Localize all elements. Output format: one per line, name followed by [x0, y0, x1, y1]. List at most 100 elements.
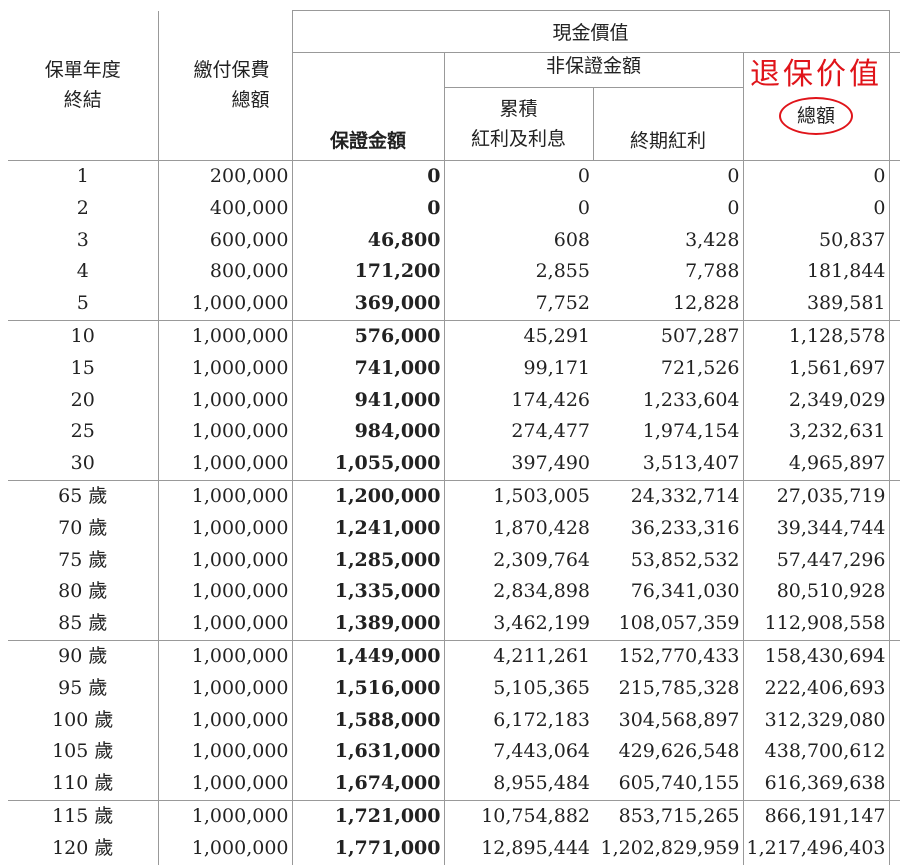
guaranteed-cell: 46,800	[292, 224, 445, 257]
terminal-bonus-cell: 76,341,030	[593, 576, 744, 609]
policy-year-cell: 10	[8, 319, 159, 353]
terminal-bonus-cell: 507,287	[593, 319, 744, 353]
guaranteed-cell: 1,335,000	[292, 576, 445, 609]
guaranteed-cell: 576,000	[292, 319, 445, 353]
guaranteed-cell: 1,200,000	[292, 479, 445, 513]
terminal-bonus-cell: 53,852,532	[593, 544, 744, 577]
accumulated-cell: 2,855	[535, 260, 590, 283]
table-row: 15 1,000,000 741,000 99,171 721,526 1,561,697	[8, 352, 900, 385]
terminal-bonus-cell: 7,788	[593, 256, 744, 289]
total-cell: 0	[742, 192, 890, 225]
accumulated-cell: 1,870,428	[493, 516, 590, 539]
terminal-bonus-cell: 853,715,265	[593, 799, 744, 833]
premium-cell: 1,000,000	[158, 448, 293, 481]
premium-cell: 400,000	[158, 192, 293, 225]
table-row: 115 歲 1,000,000 1,721,000 10,754,882 853,715…	[8, 799, 900, 833]
terminal-bonus-cell: 12,828	[593, 288, 744, 321]
policy-year-cell: 115 歲	[8, 799, 159, 833]
table-row: 20 1,000,000 941,000 174,426 1,233,604 2,349,…	[8, 384, 900, 417]
guaranteed-amount-header: 保證金額	[292, 52, 445, 161]
terminal-bonus-header: 終期紅利	[593, 88, 743, 161]
terminal-bonus-cell: 304,568,897	[593, 704, 744, 737]
total-cell: 39,344,744	[742, 512, 890, 545]
policy-year-cell: 20	[8, 384, 159, 417]
policy-year-cell: 120 歲	[8, 832, 159, 865]
policy-year-cell: 85 歲	[8, 608, 159, 641]
terminal-bonus-cell: 3,428	[593, 224, 744, 257]
total-cell: 4,965,897	[742, 448, 890, 481]
accumulated-cell: 0	[577, 196, 590, 219]
total-cell: 181,844	[742, 256, 890, 289]
accumulated-cell: 12,895,444	[481, 836, 590, 859]
terminal-bonus-cell: 1,233,604	[593, 384, 744, 417]
premium-cell: 1,000,000	[158, 544, 293, 577]
accumulated-cell: 274,477	[511, 420, 590, 443]
policy-year-cell: 95 歲	[8, 672, 159, 705]
premium-cell: 1,000,000	[158, 512, 293, 545]
policy-year-cell: 105 歲	[8, 736, 159, 769]
table-row: 10 1,000,000 576,000 45,291 507,287 1,128,578	[8, 319, 900, 353]
guaranteed-cell: 1,771,000	[292, 832, 445, 865]
accumulated-header-line2: 紅利及利息	[470, 128, 566, 150]
guaranteed-amount-label: 保證金額	[329, 130, 406, 152]
accumulated-cell: 5,105,365	[493, 676, 590, 699]
policy-year-cell: 80 歲	[8, 576, 159, 609]
accumulated-header-line1: 累積	[499, 98, 538, 120]
guaranteed-cell: 1,674,000	[292, 768, 445, 801]
accumulated-cell: 0	[577, 165, 590, 187]
guaranteed-cell: 1,241,000	[292, 512, 445, 545]
table-row: 95 歲 1,000,000 1,516,000 5,105,365 215,785,3…	[8, 672, 900, 705]
policy-year-cell: 75 歲	[8, 544, 159, 577]
total-header-circled: 總額	[779, 97, 854, 135]
policy-year-cell: 1	[8, 160, 159, 193]
guaranteed-cell: 1,516,000	[292, 672, 445, 705]
surrender-value-annotation: 退保价值	[750, 57, 882, 92]
guaranteed-cell: 1,588,000	[292, 704, 445, 737]
guaranteed-cell: 1,721,000	[292, 799, 445, 833]
table-row: 110 歲 1,000,000 1,674,000 8,955,484 605,740,…	[8, 768, 900, 801]
accumulated-cell: 7,443,064	[493, 740, 590, 763]
accumulated-cell: 2,834,898	[493, 580, 590, 603]
table-row: 120 歲 1,000,000 1,771,000 12,895,444 1,202,8…	[8, 832, 900, 865]
policy-year-cell: 25	[8, 416, 159, 449]
policy-year-header: 保單年度 終結	[8, 10, 159, 161]
terminal-bonus-cell: 24,332,714	[593, 479, 744, 513]
total-cell: 3,232,631	[742, 416, 890, 449]
terminal-bonus-cell: 0	[593, 160, 744, 193]
policy-year-cell: 90 歲	[8, 639, 159, 673]
premium-cell: 800,000	[158, 256, 293, 289]
policy-year-cell: 15	[8, 352, 159, 385]
terminal-bonus-cell: 215,785,328	[593, 672, 744, 705]
policy-year-cell: 70 歲	[8, 512, 159, 545]
benefit-illustration-table: 保單年度 終結 繳付保費 總額 現金價值 保證金額 非保證金額 退保价值 總額	[8, 10, 900, 865]
table-body: 1 200,000 0 0 0 0 2 400,000 0 0 0 0 3 600,000 46,800 60…	[8, 160, 900, 865]
policy-year-cell: 2	[8, 192, 159, 225]
terminal-bonus-cell: 721,526	[593, 352, 744, 385]
guaranteed-cell: 0	[292, 192, 445, 225]
total-cell: 866,191,147	[742, 799, 890, 833]
table-row: 2 400,000 0 0 0 0	[8, 192, 900, 225]
premium-cell: 1,000,000	[158, 768, 293, 801]
premium-cell: 1,000,000	[158, 704, 293, 737]
policy-year-cell: 5	[8, 288, 159, 321]
policy-year-header-line2: 終結	[63, 89, 102, 112]
table-row: 100 歲 1,000,000 1,588,000 6,172,183 304,568,…	[8, 704, 900, 737]
table-row: 5 1,000,000 369,000 7,752 12,828 389,581	[8, 288, 900, 321]
terminal-bonus-cell: 36,233,316	[593, 512, 744, 545]
premium-cell: 1,000,000	[158, 479, 293, 513]
policy-year-cell: 65 歲	[8, 479, 159, 513]
accumulated-cell: 397,490	[511, 452, 590, 475]
table-row: 4 800,000 171,200 2,855 7,788 181,844	[8, 256, 900, 289]
terminal-bonus-cell: 1,974,154	[593, 416, 744, 449]
premium-cell: 1,000,000	[158, 384, 293, 417]
table-row: 1 200,000 0 0 0 0	[8, 160, 900, 193]
total-cell: 2,349,029	[742, 384, 890, 417]
accumulated-cell: 1,503,005	[444, 479, 593, 513]
premium-cell: 1,000,000	[158, 672, 293, 705]
table-row: 75 歲 1,000,000 1,285,000 2,309,764 53,852,53…	[8, 544, 900, 577]
non-guaranteed-header: 非保證金額	[444, 52, 743, 88]
table-row: 85 歲 1,000,000 1,389,000 3,462,199 108,057,3…	[8, 608, 900, 641]
premium-cell: 1,000,000	[158, 416, 293, 449]
accumulated-cell: 3,462,199	[493, 612, 590, 635]
premium-cell: 1,000,000	[158, 319, 293, 353]
